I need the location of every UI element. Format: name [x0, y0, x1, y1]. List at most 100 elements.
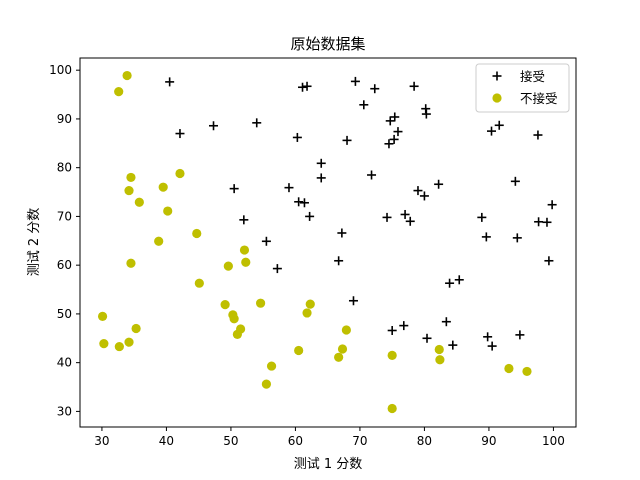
accepted-point: [299, 198, 309, 208]
x-axis-title: 测试 1 分数: [294, 457, 363, 472]
plot-frame: [79, 57, 577, 428]
x-tick-label: 90: [481, 434, 496, 448]
accepted-point: [515, 330, 525, 340]
legend-label: 不接受: [520, 91, 558, 106]
rejected-point: [163, 206, 173, 216]
accepted-point: [409, 81, 419, 91]
accepted-point: [481, 232, 491, 242]
accepted-point: [400, 209, 410, 219]
x-tick-label: 100: [542, 434, 565, 448]
points-layer: [97, 70, 557, 414]
accepted-point: [385, 116, 395, 126]
y-tick-label: 40: [57, 356, 72, 370]
accepted-point: [405, 216, 415, 226]
rejected-point: [126, 172, 136, 183]
accepted-point: [384, 139, 394, 149]
accepted-point: [544, 256, 554, 266]
accepted-point: [510, 176, 520, 186]
x-tick-label: 50: [223, 434, 238, 448]
accepted-point: [542, 217, 552, 227]
accepted-point: [294, 197, 304, 207]
accepted-point: [547, 200, 557, 210]
rejected-point: [387, 350, 397, 360]
accepted-point: [390, 112, 400, 122]
rejected-point: [334, 352, 344, 362]
accepted-point: [239, 215, 249, 225]
x-tick-label: 30: [94, 434, 109, 448]
accepted-point: [284, 183, 294, 193]
rejected-point: [294, 345, 304, 356]
accepted-point: [302, 81, 312, 91]
accepted-point: [534, 217, 544, 227]
y-tick-label: 100: [49, 63, 72, 77]
accepted-point: [487, 341, 497, 351]
rejected-point: [241, 257, 251, 267]
accepted-point: [419, 191, 429, 201]
accepted-point: [229, 184, 239, 194]
accepted-point: [422, 333, 432, 343]
rejected-point: [435, 355, 445, 365]
accepted-point: [261, 236, 271, 246]
y-tick-label: 50: [57, 307, 72, 321]
rejected-point: [97, 311, 108, 321]
accepted-point: [165, 77, 175, 87]
accepted-point: [393, 127, 403, 137]
accepted-point: [434, 179, 444, 189]
rejected-point: [114, 341, 124, 352]
accepted-point: [334, 256, 344, 266]
chart-title: 原始数据集: [290, 35, 365, 53]
accepted-point: [209, 121, 219, 131]
accepted-point: [292, 132, 302, 142]
y-tick-label: 70: [57, 209, 72, 223]
accepted-point: [252, 118, 262, 128]
rejected-point: [387, 403, 397, 414]
accepted-point: [367, 170, 377, 180]
y-tick-label: 60: [57, 258, 72, 272]
x-tick-label: 70: [352, 434, 367, 448]
accepted-point: [382, 212, 392, 222]
rejected-point: [124, 185, 134, 196]
legend-marker-rejected: [492, 93, 502, 103]
rejected-point: [255, 298, 266, 308]
rejected-point: [434, 344, 444, 355]
y-tick-label: 90: [57, 112, 72, 126]
accepted-point: [305, 211, 315, 221]
accepted-point: [441, 317, 451, 327]
y-tick-label: 30: [57, 404, 72, 418]
x-tick-label: 80: [417, 434, 432, 448]
rejected-point: [114, 87, 124, 97]
rejected-point: [504, 363, 514, 374]
accepted-point: [348, 296, 358, 306]
accepted-point: [272, 264, 282, 274]
accepted-point: [389, 134, 399, 144]
series-rejected: [97, 70, 532, 414]
accepted-point: [445, 278, 455, 288]
accepted-point: [298, 82, 308, 92]
accepted-point: [342, 135, 352, 145]
accepted-point: [413, 186, 423, 196]
x-tick-label: 40: [159, 434, 174, 448]
accepted-point: [316, 173, 326, 183]
rejected-point: [124, 337, 134, 347]
accepted-point: [399, 321, 409, 331]
accepted-point: [421, 109, 431, 119]
rejected-point: [341, 325, 351, 335]
rejected-point: [223, 261, 233, 271]
accepted-point: [454, 275, 464, 285]
series-accepted: [165, 76, 557, 351]
y-axis: 30 40 50 60 70 80 90 100: [49, 63, 80, 418]
rejected-point: [158, 182, 168, 192]
rejected-point: [305, 299, 315, 309]
accepted-point: [359, 100, 369, 110]
rejected-point: [266, 361, 277, 371]
accepted-point: [316, 158, 326, 168]
y-axis-title: 测试 2 分数: [27, 208, 42, 277]
accepted-point: [533, 130, 543, 140]
x-axis: 30 40 50 60 70 80 90 100: [94, 427, 565, 448]
rejected-point: [175, 168, 185, 179]
accepted-point: [483, 332, 493, 342]
rejected-point: [192, 228, 202, 239]
